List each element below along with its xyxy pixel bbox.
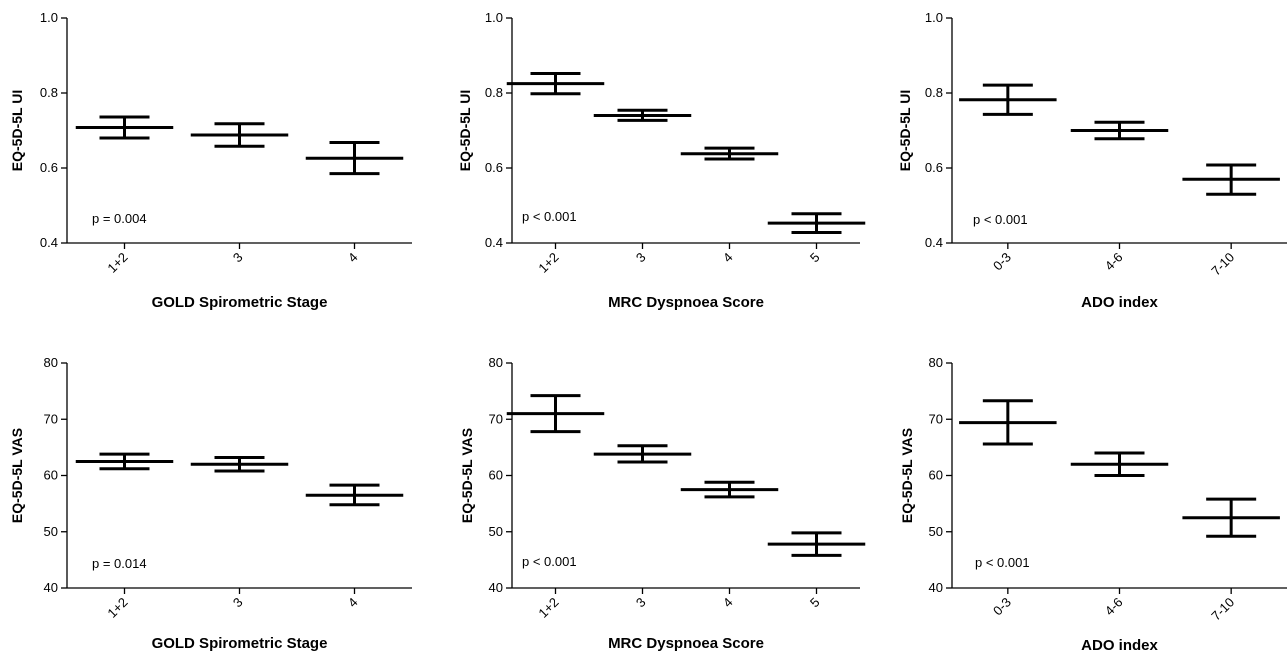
p-value-annotation: p < 0.001 (973, 212, 1028, 227)
y-axis-title: EQ-5D-5L VAS (899, 428, 915, 523)
x-tick-label: 4 (720, 595, 736, 611)
y-axis-title: EQ-5D-5L VAS (459, 428, 475, 523)
x-tick-label: 4 (345, 250, 361, 266)
x-tick-label: 4-6 (1102, 595, 1126, 619)
y-tick-label: 1.0 (925, 10, 943, 25)
y-axis-title: EQ-5D-5L UI (457, 90, 473, 171)
p-value-annotation: p = 0.004 (92, 211, 147, 226)
x-tick-label: 1+2 (104, 250, 130, 276)
p-value-annotation: p < 0.001 (975, 555, 1030, 570)
y-tick-label: 50 (44, 524, 58, 539)
y-tick-label: 60 (929, 468, 943, 483)
y-axis-title: EQ-5D-5L UI (897, 90, 913, 171)
x-axis-title: ADO index (1081, 637, 1158, 653)
p-value-annotation: p < 0.001 (522, 209, 577, 224)
chart-panel-4: 40 50 60 70 80 1+2 3 4 p = 0.014 GOLD Spirometric… (9, 355, 412, 652)
y-tick-label: 0.6 (925, 160, 943, 175)
x-axis-title: GOLD Spirometric Stage (152, 294, 328, 311)
x-tick-label: 4 (720, 250, 736, 266)
y-tick-label: 1.0 (485, 10, 503, 25)
y-tick-label: 50 (489, 524, 503, 539)
x-tick-label: 7-10 (1208, 250, 1237, 279)
x-axis-title: MRC Dyspnoea Score (608, 294, 764, 311)
y-tick-label: 80 (489, 355, 503, 370)
x-tick-label: 1+2 (535, 250, 561, 276)
p-value-annotation: p = 0.014 (92, 556, 147, 571)
x-tick-label: 1+2 (104, 595, 130, 621)
y-tick-label: 50 (929, 524, 943, 539)
y-tick-label: 0.8 (485, 85, 503, 100)
x-tick-label: 0-3 (990, 250, 1014, 274)
y-tick-label: 0.8 (40, 85, 58, 100)
x-tick-label: 5 (807, 595, 823, 611)
y-tick-label: 0.6 (40, 160, 58, 175)
y-tick-label: 70 (44, 411, 58, 426)
y-tick-label: 70 (489, 411, 503, 426)
x-tick-label: 3 (230, 595, 246, 611)
y-tick-label: 0.8 (925, 85, 943, 100)
y-tick-label: 40 (489, 580, 503, 595)
y-tick-label: 40 (44, 580, 58, 595)
y-tick-label: 40 (929, 580, 943, 595)
x-axis-title: ADO index (1081, 294, 1158, 311)
x-tick-label: 4 (345, 595, 361, 611)
x-tick-label: 3 (230, 250, 246, 266)
y-tick-label: 80 (44, 355, 58, 370)
x-tick-label: 5 (807, 250, 823, 266)
y-tick-label: 0.4 (925, 235, 943, 250)
chart-panel-2: 0.4 0.6 0.8 1.0 1+2 3 4 5 p < 0.001 MRC Dyspnoea … (457, 10, 866, 311)
y-tick-label: 60 (44, 468, 58, 483)
x-tick-label: 0-3 (990, 595, 1014, 619)
y-tick-label: 60 (489, 468, 503, 483)
y-tick-label: 0.6 (485, 160, 503, 175)
chart-panel-1: 0.4 0.6 0.8 1.0 1+2 3 4 p = 0.004 GOLD Spirometr… (9, 10, 412, 311)
x-tick-label: 7-10 (1208, 595, 1237, 624)
y-tick-label: 0.4 (40, 235, 58, 250)
x-tick-label: 3 (633, 595, 649, 611)
chart-panel-6: 40 50 60 70 80 0-3 4-6 7-10 p < 0.001 ADO index EQ… (899, 355, 1287, 653)
x-axis-title: MRC Dyspnoea Score (608, 635, 764, 652)
y-tick-label: 0.4 (485, 235, 503, 250)
chart-panel-3: 0.4 0.6 0.8 1.0 0-3 4-6 7-10 p < 0.001 ADO index… (897, 10, 1287, 311)
chart-panel-5: 40 50 60 70 80 1+2 3 4 5 p < 0.001 MRC Dyspnoea Sc… (459, 355, 866, 652)
y-axis-title: EQ-5D-5L VAS (9, 428, 25, 523)
y-tick-label: 80 (929, 355, 943, 370)
x-tick-label: 3 (633, 250, 649, 266)
x-axis-title: GOLD Spirometric Stage (152, 635, 328, 652)
p-value-annotation: p < 0.001 (522, 554, 577, 569)
x-tick-label: 1+2 (535, 595, 561, 621)
y-tick-label: 70 (929, 411, 943, 426)
y-tick-label: 1.0 (40, 10, 58, 25)
x-tick-label: 4-6 (1102, 250, 1126, 274)
y-axis-title: EQ-5D-5L UI (9, 90, 25, 171)
